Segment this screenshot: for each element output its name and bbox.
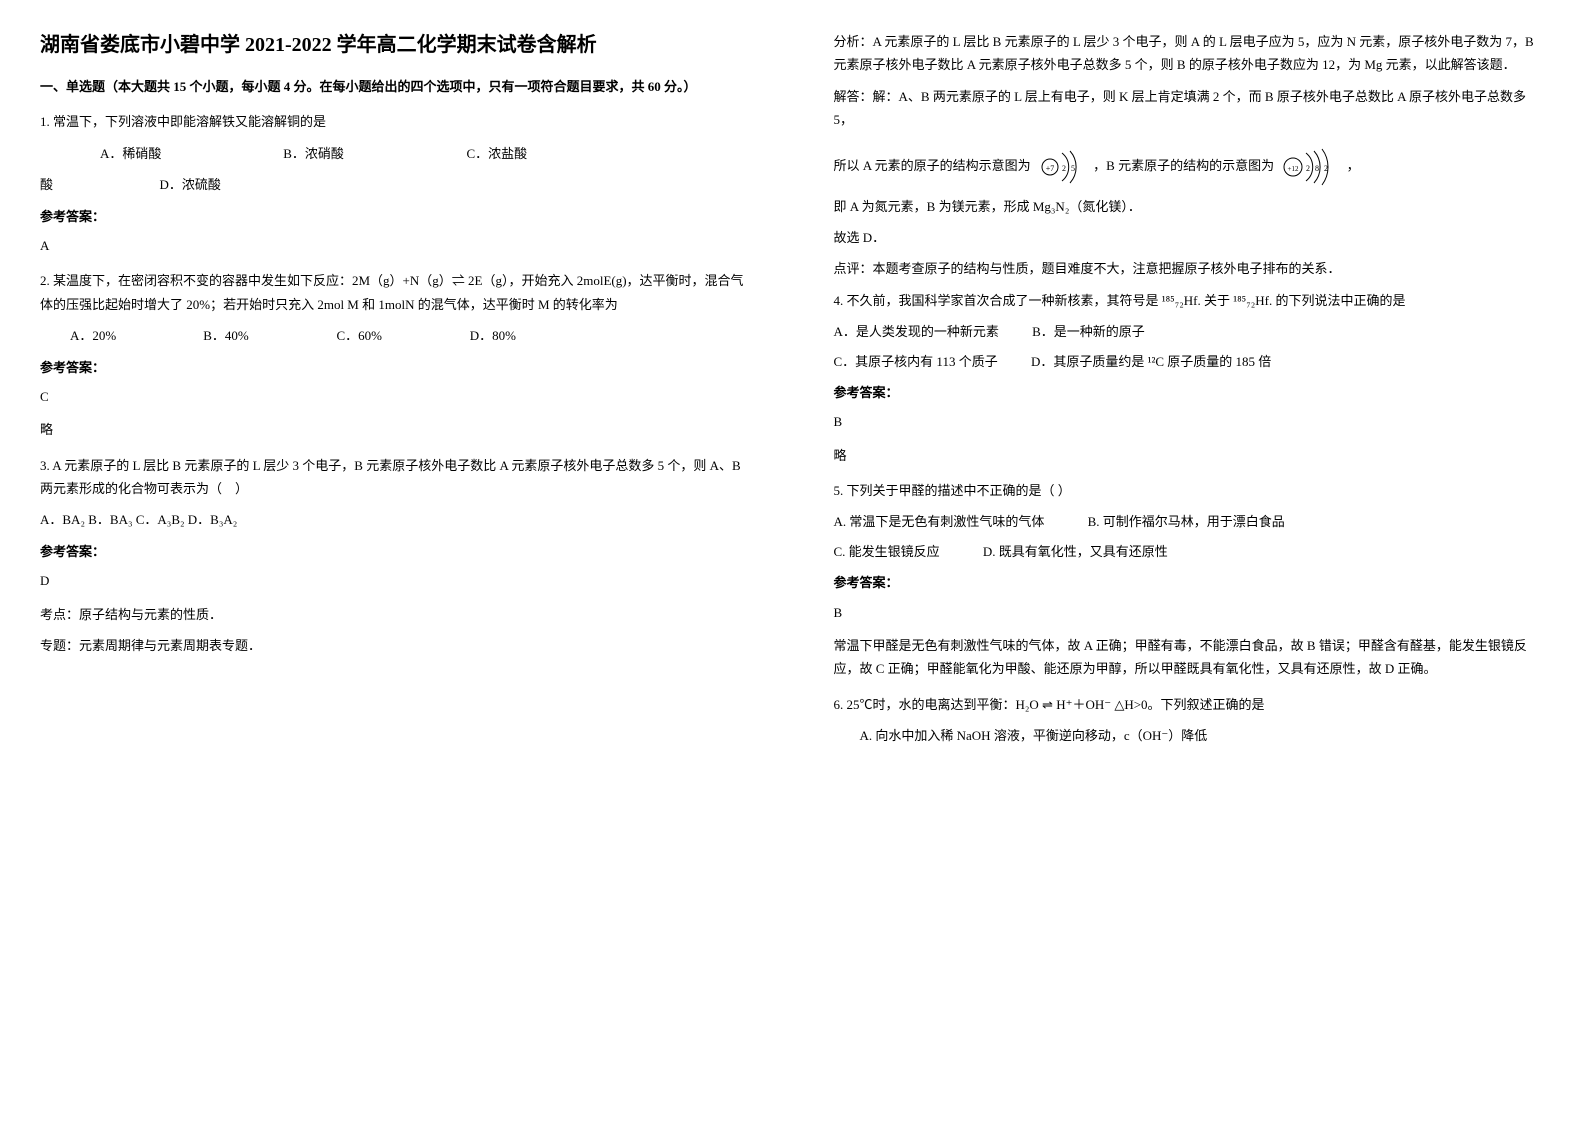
option-d: D．浓硫酸	[160, 177, 221, 192]
option-a: A．稀硝酸	[100, 142, 280, 165]
atom-diagram-n: +7 2 5	[1038, 147, 1086, 187]
answer: B	[834, 410, 1548, 433]
explanation: 略	[40, 418, 754, 441]
question-text: 1. 常温下，下列溶液中即能溶解铁又能溶解铜的是	[40, 110, 754, 133]
jieda2-pre: 所以 A 元素的原子的结构示意图为	[834, 158, 1031, 173]
dianping-label: 点评：	[834, 261, 873, 276]
option-b: B．浓硝酸	[283, 142, 463, 165]
answer-label: 参考答案：	[834, 381, 1548, 404]
document-title: 湖南省娄底市小碧中学 2021-2022 学年高二化学期末试卷含解析	[40, 30, 754, 60]
zhuanti: 专题：元素周期律与元素周期表专题．	[40, 634, 754, 657]
svg-text:5: 5	[1071, 164, 1075, 173]
jieda1: 解答：解：A、B 两元素原子的 L 层上有电子，则 K 层上肯定填满 2 个，而…	[834, 85, 1548, 132]
option-d-row: 酸 D．浓硫酸	[40, 173, 754, 196]
section-header: 一、单选题（本大题共 15 个小题，每小题 4 分。在每小题给出的四个选项中，只…	[40, 75, 754, 98]
answer: A	[40, 234, 754, 257]
option-a: A．20%	[70, 324, 200, 347]
option-c: C．其原子核内有 113 个质子	[834, 350, 998, 373]
fenxi: 分析：A 元素原子的 L 层比 B 元素原子的 L 层少 3 个电子，则 A 的…	[834, 30, 1548, 77]
zhuanti-text: 元素周期律与元素周期表专题．	[79, 638, 261, 653]
kaodian: 考点：原子结构与元素的性质．	[40, 603, 754, 626]
kaodian-label: 考点：	[40, 607, 79, 622]
answer-label: 参考答案：	[40, 205, 754, 228]
option-b: B．是一种新的原子	[1032, 324, 1145, 339]
question-6: 6. 25℃时，水的电离达到平衡：H₂O ⇌ H⁺＋OH⁻ △H>0。下列叙述正…	[834, 693, 1548, 748]
fenxi-text: A 元素原子的 L 层比 B 元素原子的 L 层少 3 个电子，则 A 的 L …	[834, 34, 1534, 72]
answer-label: 参考答案：	[40, 356, 754, 379]
options-row-cd: C. 能发生银镜反应 D. 既具有氧化性，又具有还原性	[834, 540, 1548, 563]
jieda1-text: 解：A、B 两元素原子的 L 层上有电子，则 K 层上肯定填满 2 个，而 B …	[834, 89, 1527, 127]
question-text: 6. 25℃时，水的电离达到平衡：H₂O ⇌ H⁺＋OH⁻ △H>0。下列叙述正…	[834, 693, 1548, 716]
question-1: 1. 常温下，下列溶液中即能溶解铁又能溶解铜的是 A．稀硝酸 B．浓硝酸 C．浓…	[40, 110, 754, 257]
atom-diagram-mg: +12 2 8 2	[1281, 147, 1339, 187]
option-b: B. 可制作福尔马林，用于漂白食品	[1088, 514, 1285, 529]
svg-text:2: 2	[1062, 164, 1066, 173]
option-c-suffix: 酸	[40, 177, 53, 192]
option-a: A. 常温下是无色有刺激性气味的气体	[834, 510, 1045, 533]
answer: D	[40, 569, 754, 592]
fenxi-label: 分析：	[834, 34, 873, 49]
svg-text:2: 2	[1306, 164, 1310, 173]
option-c: C. 能发生银镜反应	[834, 540, 940, 563]
question-2: 2. 某温度下，在密闭容积不变的容器中发生如下反应：2M（g）+N（g）⇌ 2E…	[40, 269, 754, 441]
jieda2: 所以 A 元素的原子的结构示意图为 +7 2 5 ，B 元素原子的结构的示意图为…	[834, 147, 1548, 187]
answer: C	[40, 385, 754, 408]
jieda3: 即 A 为氮元素，B 为镁元素，形成 Mg₃N₂（氮化镁）．	[834, 195, 1548, 218]
explanation: 略	[834, 444, 1548, 467]
question-text: 4. 不久前，我国科学家首次合成了一种新核素，其符号是 ¹⁸⁵₇₂Hf. 关于 …	[834, 289, 1548, 312]
jieda4: 故选 D．	[834, 226, 1548, 249]
atom-center: +7	[1046, 164, 1055, 173]
dianping: 点评：本题考查原子的结构与性质，题目难度不大，注意把握原子核外电子排布的关系．	[834, 257, 1548, 280]
jieda2-post: ，	[1347, 158, 1360, 173]
options-row: A．BA₂ B．BA₃ C．A₃B₂ D．B₃A₂	[40, 508, 754, 531]
kaodian-text: 原子结构与元素的性质．	[79, 607, 222, 622]
jieda2-mid: ，B 元素原子的结构的示意图为	[1093, 158, 1274, 173]
dianping-text: 本题考查原子的结构与性质，题目难度不大，注意把握原子核外电子排布的关系．	[873, 261, 1341, 276]
option-c: C．浓盐酸	[467, 142, 528, 165]
option-c: C．60%	[337, 324, 467, 347]
answer-label: 参考答案：	[834, 571, 1548, 594]
svg-text:8: 8	[1315, 164, 1319, 173]
option-d: D. 既具有氧化性，又具有还原性	[983, 544, 1168, 559]
zhuanti-label: 专题：	[40, 638, 79, 653]
jieda-label: 解答：	[834, 89, 873, 104]
answer-label: 参考答案：	[40, 540, 754, 563]
svg-text:2: 2	[1324, 164, 1328, 173]
options-row-ab: A．是人类发现的一种新元素 B．是一种新的原子	[834, 320, 1548, 343]
question-text: 5. 下列关于甲醛的描述中不正确的是（ ）	[834, 479, 1548, 502]
explanation: 常温下甲醛是无色有刺激性气味的气体，故 A 正确；甲醛有毒，不能漂白食品，故 B…	[834, 634, 1548, 681]
options-row: A．稀硝酸 B．浓硝酸 C．浓盐酸	[100, 142, 754, 165]
right-column: 分析：A 元素原子的 L 层比 B 元素原子的 L 层少 3 个电子，则 A 的…	[794, 0, 1587, 1122]
option-d: D．其原子质量约是 ¹²C 原子质量的 185 倍	[1031, 354, 1271, 369]
option-d: D．80%	[470, 324, 516, 347]
options-row-cd: C．其原子核内有 113 个质子 D．其原子质量约是 ¹²C 原子质量的 185…	[834, 350, 1548, 373]
question-text: 2. 某温度下，在密闭容积不变的容器中发生如下反应：2M（g）+N（g）⇌ 2E…	[40, 269, 754, 316]
question-5: 5. 下列关于甲醛的描述中不正确的是（ ） A. 常温下是无色有刺激性气味的气体…	[834, 479, 1548, 681]
answer: B	[834, 601, 1548, 624]
atom-center: +12	[1288, 165, 1299, 173]
option-b: B．40%	[203, 324, 333, 347]
question-4: 4. 不久前，我国科学家首次合成了一种新核素，其符号是 ¹⁸⁵₇₂Hf. 关于 …	[834, 289, 1548, 467]
options-row: A．20% B．40% C．60% D．80%	[70, 324, 754, 347]
options-row-ab: A. 常温下是无色有刺激性气味的气体 B. 可制作福尔马林，用于漂白食品	[834, 510, 1548, 533]
left-column: 湖南省娄底市小碧中学 2021-2022 学年高二化学期末试卷含解析 一、单选题…	[0, 0, 794, 1122]
option-a: A. 向水中加入稀 NaOH 溶液，平衡逆向移动，c（OH⁻）降低	[834, 724, 1548, 747]
option-a: A．是人类发现的一种新元素	[834, 320, 999, 343]
question-3: 3. A 元素原子的 L 层比 B 元素原子的 L 层少 3 个电子，B 元素原…	[40, 454, 754, 658]
question-text: 3. A 元素原子的 L 层比 B 元素原子的 L 层少 3 个电子，B 元素原…	[40, 454, 754, 501]
